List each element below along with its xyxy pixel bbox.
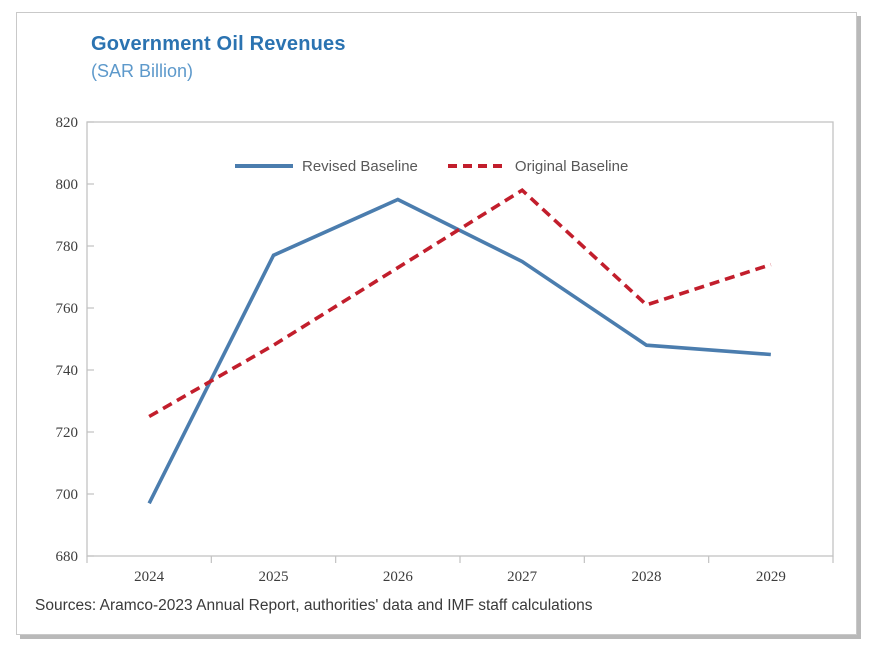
legend-item-original-baseline: Original Baseline — [447, 155, 629, 177]
source-note: Sources: Aramco-2023 Annual Report, auth… — [35, 597, 593, 614]
y-axis-label: 800 — [56, 177, 79, 193]
legend-item-revised-baseline: Revised Baseline — [235, 155, 418, 177]
x-axis-label: 2026 — [383, 569, 414, 585]
chart-plot-area: 680 700 720 740 760 780 800 820 2024 2025 2026 2027… — [56, 115, 834, 585]
chart-subtitle: (SAR Billion) — [91, 61, 194, 81]
y-axis-label: 780 — [56, 239, 79, 255]
series-line-revised-baseline — [147, 197, 771, 505]
y-axis-label: 740 — [56, 363, 79, 379]
y-axis-label: 820 — [56, 115, 79, 131]
chart-title: Government Oil Revenues — [91, 33, 346, 55]
y-axis-label: 760 — [56, 301, 79, 317]
legend-dashed-line-swatch — [447, 164, 506, 168]
x-axis-label: 2028 — [632, 569, 662, 585]
plot-border — [86, 121, 834, 557]
legend-solid-line-swatch — [235, 164, 293, 168]
x-axis-label: 2024 — [134, 569, 165, 585]
y-axis-label: 720 — [56, 425, 79, 441]
chart-figure: Government Oil Revenues (SAR Billion) 68… — [16, 12, 857, 635]
y-axis-label: 700 — [56, 487, 79, 503]
series-line-original-baseline — [148, 187, 772, 419]
legend-label: Revised Baseline — [302, 157, 418, 175]
legend-label: Original Baseline — [514, 157, 629, 175]
y-axis-label: 680 — [56, 549, 79, 565]
x-axis-label: 2025 — [259, 569, 289, 585]
chart-legend: Revised Baseline Original Baseline — [235, 155, 628, 177]
x-axis-label: 2029 — [756, 569, 786, 585]
x-axis-label: 2027 — [507, 569, 538, 585]
